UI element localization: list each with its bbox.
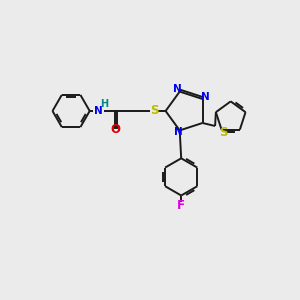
Text: H: H — [100, 99, 108, 110]
Text: S: S — [150, 104, 158, 118]
Text: N: N — [94, 106, 103, 116]
Text: F: F — [177, 199, 185, 212]
Text: N: N — [174, 127, 183, 137]
Text: N: N — [173, 84, 182, 94]
Text: N: N — [200, 92, 209, 102]
Text: O: O — [110, 123, 120, 136]
Text: S: S — [219, 125, 227, 139]
